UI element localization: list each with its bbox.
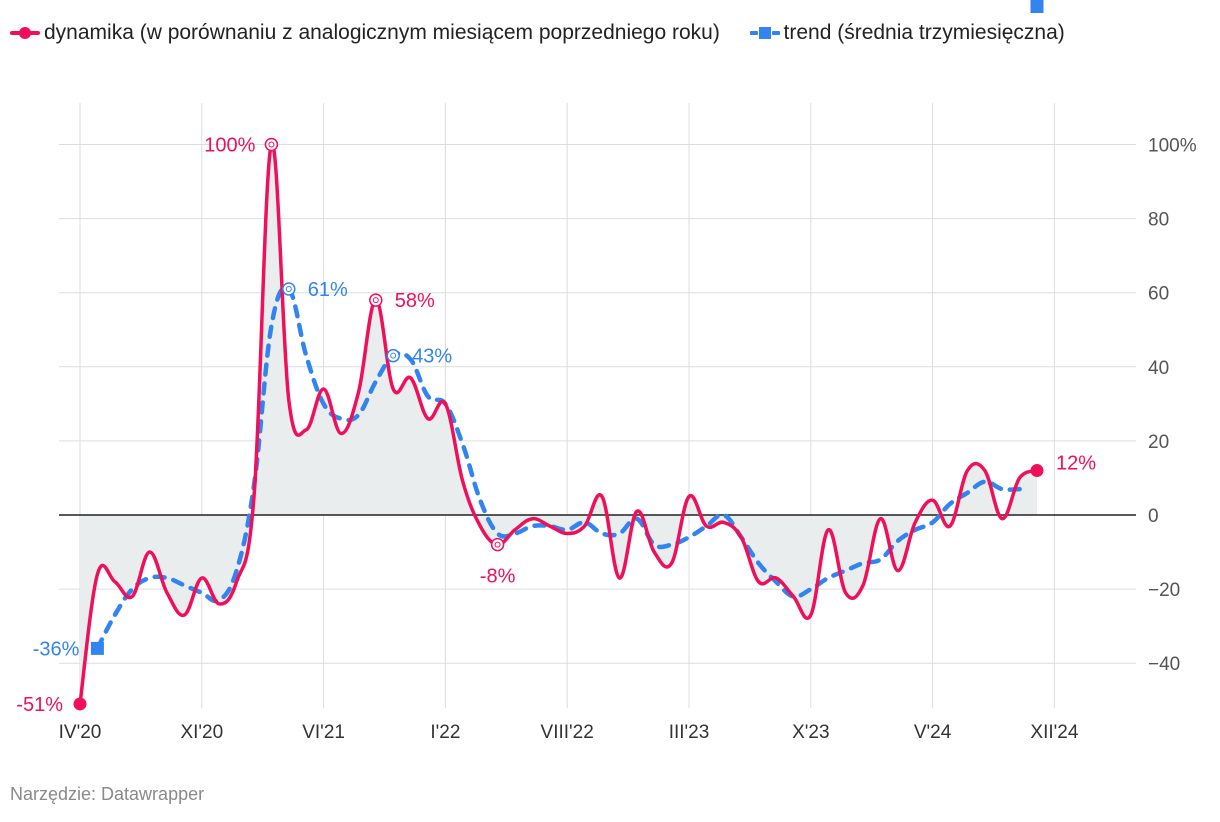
y-tick-label: 60 [1148, 284, 1169, 305]
legend-swatch-dynamika [10, 26, 40, 40]
point-marker [73, 697, 87, 711]
y-tick-label: 0 [1148, 506, 1159, 527]
legend-swatch-trend [749, 26, 780, 40]
x-tick-label: V'24 [914, 722, 952, 743]
point-marker-inner [268, 141, 275, 148]
data-label: 7% [1056, 0, 1085, 5]
point-marker [1030, 464, 1044, 478]
y-tick-label: 20 [1148, 432, 1169, 453]
point-marker-inner [494, 541, 501, 548]
x-tick-label: VIII'22 [541, 722, 594, 743]
point-marker [264, 137, 279, 152]
data-label: -36% [33, 638, 80, 660]
x-tick-label: III'23 [669, 722, 710, 743]
data-label: -51% [16, 694, 63, 716]
point-marker [369, 293, 383, 307]
x-tick-label: VI'21 [302, 722, 345, 743]
legend-label-dynamika: dynamika (w porównaniu z analogicznym mi… [44, 21, 720, 44]
y-tick-label: 80 [1148, 210, 1169, 231]
x-tick-label: IV'20 [59, 722, 102, 743]
legend-label-trend: trend (średnia trzymiesięczna) [783, 21, 1065, 44]
point-marker [1030, 0, 1044, 13]
data-label: 61% [308, 279, 348, 301]
point-marker-inner [285, 285, 292, 292]
grid-layer [59, 103, 1136, 708]
data-labels-layer: -51% 100% 58% -8% 12% -36% 61% 43% 7% [16, 0, 1096, 716]
legend: dynamika (w porównaniu z analogicznym mi… [10, 14, 1110, 52]
y-tick-label: 100% [1148, 136, 1197, 157]
data-label: 100% [204, 135, 255, 157]
data-label: 43% [412, 346, 452, 368]
markers-layer [73, 0, 1044, 711]
data-label: 58% [395, 290, 435, 312]
x-tick-label: XII'24 [1030, 722, 1078, 743]
x-axis-ticks: IV'20 XI'20 VI'21 I'22 VIII'22 III'23 X'23 V'24… [59, 722, 1079, 743]
area-fill [80, 143, 1037, 704]
point-marker-inner [372, 297, 379, 304]
trend-series-line [95, 285, 1022, 651]
source-note: Narzędzie: Datawrapper [10, 784, 205, 804]
y-axis-ticks: 100% 80 60 40 20 0 −20 −40 [1148, 136, 1197, 676]
legend-item-dynamika[interactable]: dynamika (w porównaniu z analogicznym mi… [10, 21, 726, 44]
point-marker [282, 282, 296, 296]
point-marker-inner [390, 352, 397, 359]
point-marker [386, 348, 400, 363]
y-tick-label: −20 [1148, 580, 1180, 601]
legend-item-trend[interactable]: trend (średnia trzymiesięczna) [744, 21, 1065, 44]
y-tick-label: 40 [1148, 358, 1169, 379]
x-tick-label: I'22 [430, 722, 460, 743]
x-tick-label: X'23 [792, 722, 829, 743]
data-label: -8% [480, 566, 516, 588]
dynamika-series-line [78, 142, 1038, 705]
y-tick-label: −40 [1148, 654, 1180, 675]
point-marker [490, 537, 505, 552]
data-label: 12% [1056, 453, 1096, 475]
point-marker [90, 641, 104, 655]
x-tick-label: XI'20 [180, 722, 223, 743]
